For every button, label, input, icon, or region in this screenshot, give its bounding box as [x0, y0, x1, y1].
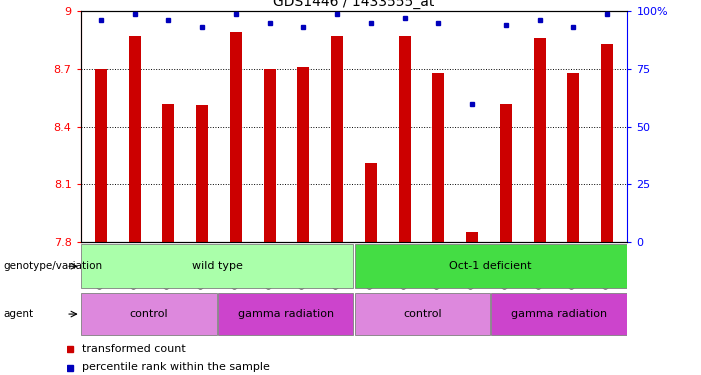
Bar	[399, 36, 411, 242]
Text: gamma radiation: gamma radiation	[511, 309, 607, 319]
Bar	[355, 293, 490, 335]
Text: genotype/variation: genotype/variation	[4, 261, 102, 271]
Bar	[230, 32, 242, 242]
Text: control: control	[403, 309, 442, 319]
Text: control: control	[130, 309, 168, 319]
Bar	[129, 36, 140, 242]
Title: GDS1446 / 1433555_at: GDS1446 / 1433555_at	[273, 0, 435, 9]
Text: percentile rank within the sample: percentile rank within the sample	[83, 363, 271, 372]
Text: wild type: wild type	[192, 261, 243, 271]
Bar	[196, 105, 208, 242]
Text: agent: agent	[4, 309, 34, 319]
Text: transformed count: transformed count	[83, 344, 186, 354]
Bar	[81, 244, 353, 288]
Bar	[466, 232, 478, 242]
Bar	[163, 104, 175, 242]
Bar	[81, 293, 217, 335]
Text: gamma radiation: gamma radiation	[238, 309, 334, 319]
Bar	[264, 69, 275, 242]
Bar	[533, 38, 545, 242]
Bar	[95, 69, 107, 242]
Bar	[433, 73, 444, 242]
Bar	[218, 293, 353, 335]
Bar	[601, 44, 613, 242]
Bar	[568, 73, 579, 242]
Text: Oct-1 deficient: Oct-1 deficient	[449, 261, 532, 271]
Bar	[365, 163, 377, 242]
Bar	[297, 67, 309, 242]
Bar	[500, 104, 512, 242]
Bar	[332, 36, 343, 242]
Bar	[491, 293, 627, 335]
Bar	[355, 244, 627, 288]
